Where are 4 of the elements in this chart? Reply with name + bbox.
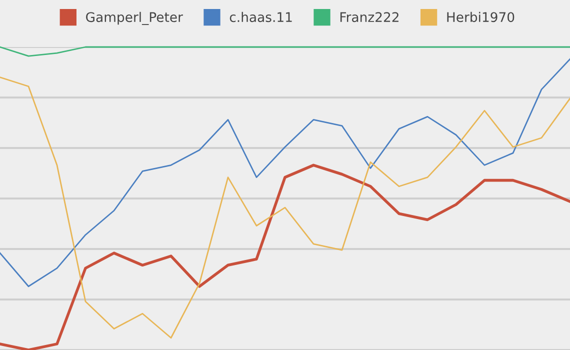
legend-label: Herbi1970 (447, 12, 514, 22)
legend-label: Franz222 (340, 12, 398, 22)
legend-label: c.haas.11 (230, 12, 292, 22)
legend-label: Gamperl_Peter (86, 12, 183, 26)
